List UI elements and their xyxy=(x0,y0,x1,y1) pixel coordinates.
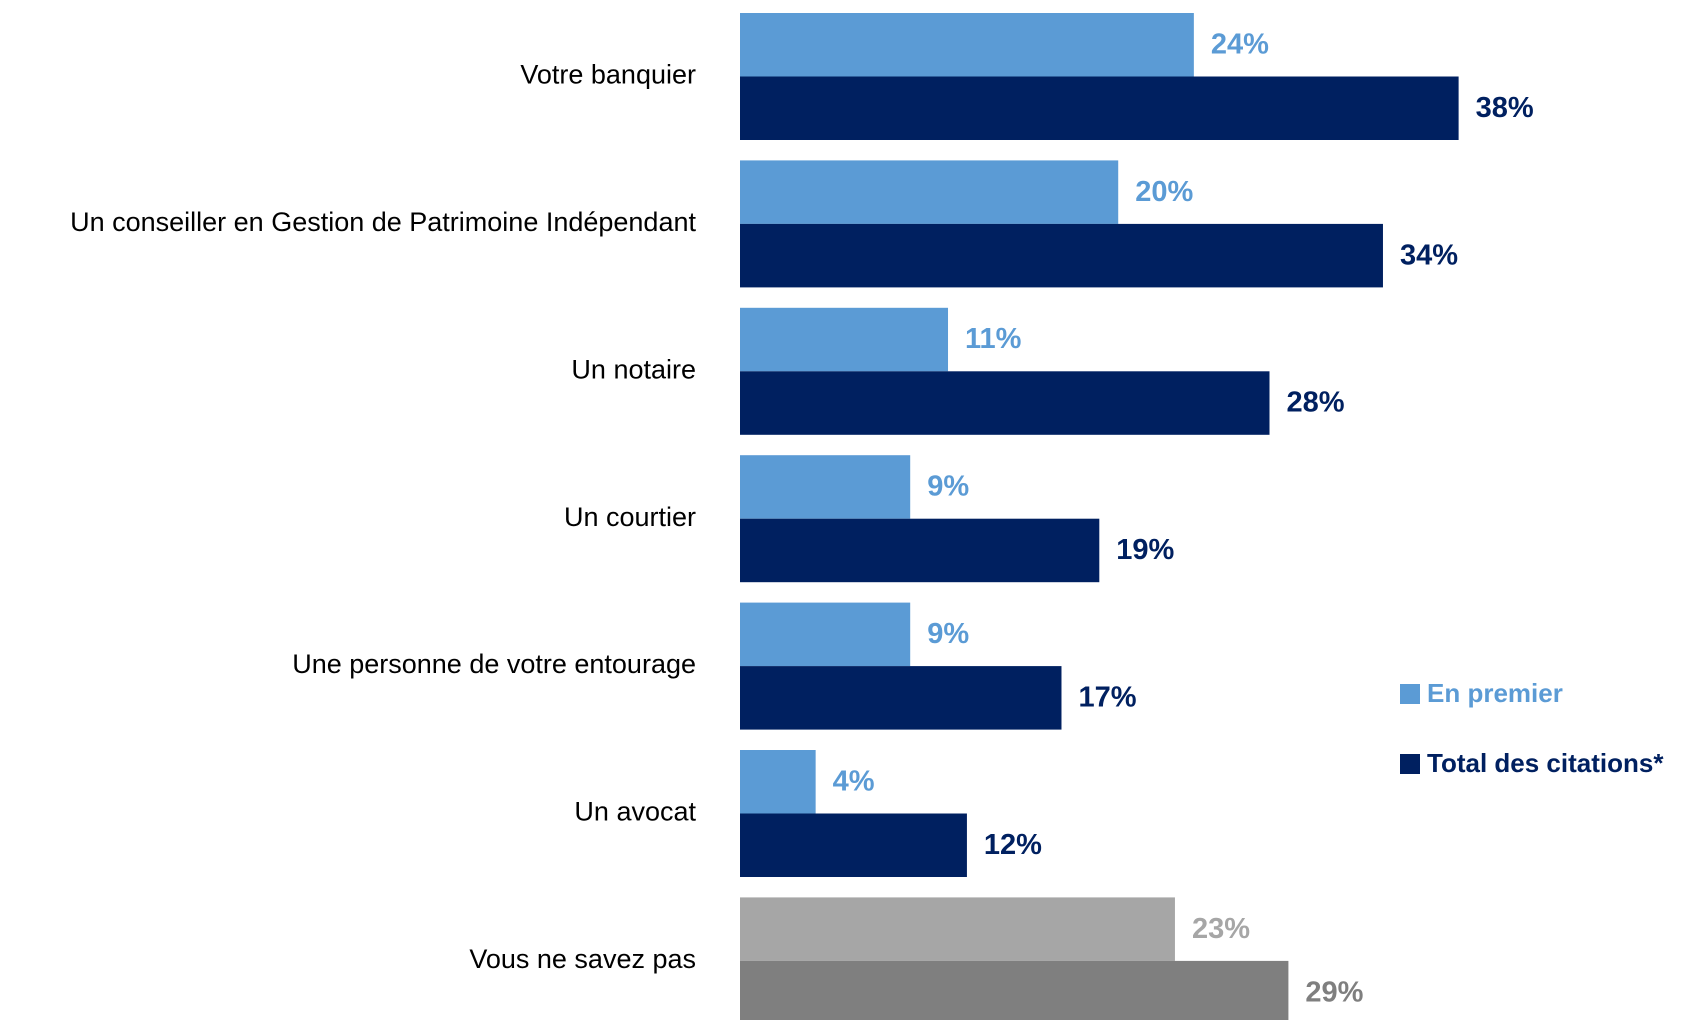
bar xyxy=(740,813,967,877)
value-label: 11% xyxy=(965,323,1022,355)
value-label: 23% xyxy=(1192,913,1250,945)
bar xyxy=(740,960,1289,1020)
category-label: Un conseiller en Gestion de Patrimoine I… xyxy=(70,207,696,237)
value-label: 9% xyxy=(927,471,969,503)
bar xyxy=(740,223,1383,288)
value-label: 4% xyxy=(833,765,875,797)
value-label: 9% xyxy=(927,618,969,650)
value-label: 38% xyxy=(1476,92,1534,124)
bar xyxy=(740,897,1175,961)
category-label: Vous ne savez pas xyxy=(469,944,696,974)
bar xyxy=(740,371,1270,435)
legend-label: En premier xyxy=(1427,678,1563,708)
category-label: Un courtier xyxy=(564,502,696,532)
value-label: 29% xyxy=(1305,976,1363,1008)
bar xyxy=(740,13,1194,77)
bar xyxy=(740,666,1062,730)
category-label: Un avocat xyxy=(574,797,696,827)
value-label: 24% xyxy=(1211,28,1269,60)
value-label: 12% xyxy=(984,829,1042,861)
bar xyxy=(740,307,949,372)
bar xyxy=(740,160,1119,224)
value-label: 20% xyxy=(1135,176,1193,208)
category-label: Un notaire xyxy=(571,354,696,384)
category-label: Votre banquier xyxy=(520,60,696,90)
legend-swatch xyxy=(1400,754,1420,774)
value-label: 17% xyxy=(1078,682,1136,714)
value-label: 34% xyxy=(1400,239,1458,271)
legend-swatch xyxy=(1400,684,1420,704)
value-label: 19% xyxy=(1116,534,1174,566)
legend-label: Total des citations* xyxy=(1427,748,1664,778)
bar xyxy=(740,518,1100,583)
bar xyxy=(740,76,1459,140)
category-label: Une personne de votre entourage xyxy=(292,649,696,679)
bar xyxy=(740,750,816,814)
value-label: 28% xyxy=(1287,387,1345,419)
bar xyxy=(740,602,911,667)
bar xyxy=(740,455,911,519)
